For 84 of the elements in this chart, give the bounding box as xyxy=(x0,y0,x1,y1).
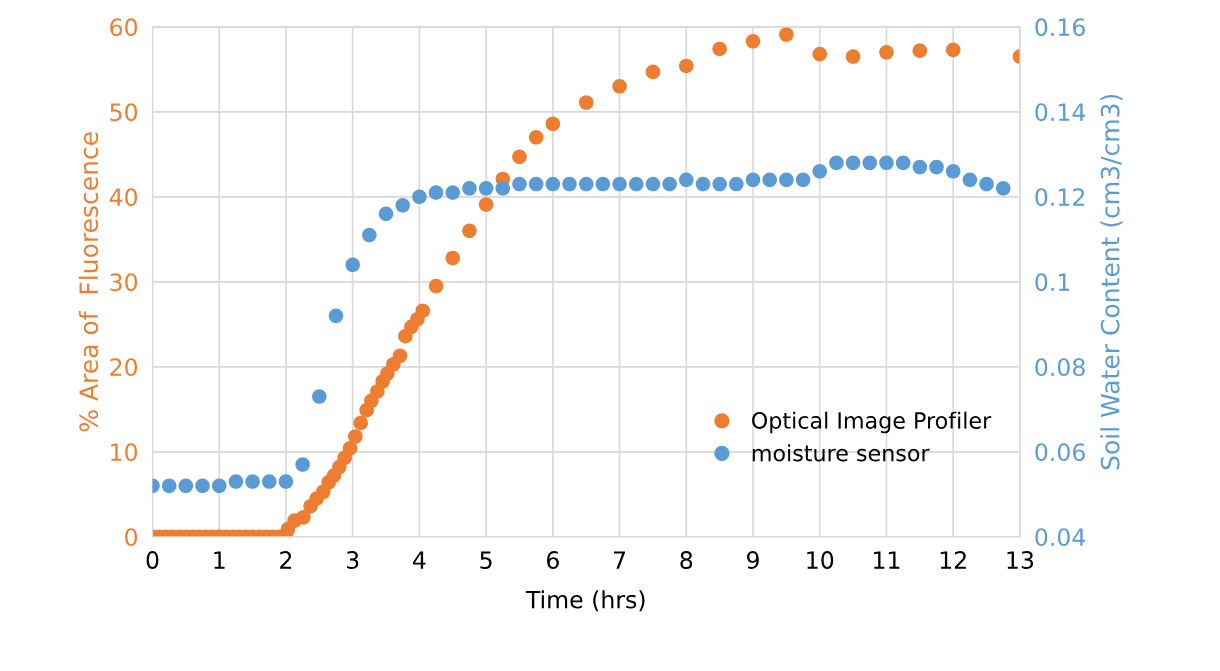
point xyxy=(729,176,744,192)
point xyxy=(595,176,611,192)
y-tick-label: 10 xyxy=(111,443,138,462)
y-tick-label: 30 xyxy=(110,273,138,292)
point xyxy=(362,227,377,243)
x-tick-label: 7 xyxy=(614,551,626,569)
x-tick-label: 0 xyxy=(146,551,159,569)
point xyxy=(278,474,294,489)
y-tick-label: 50 xyxy=(110,103,138,122)
point xyxy=(962,172,978,188)
point xyxy=(795,172,811,188)
point xyxy=(812,164,828,179)
point xyxy=(979,176,994,192)
point xyxy=(245,474,260,489)
x-tick-label: 4 xyxy=(413,551,426,569)
point xyxy=(745,172,761,188)
point xyxy=(261,474,277,489)
x-tick-label: 11 xyxy=(874,551,900,569)
point xyxy=(228,474,244,489)
point xyxy=(378,206,394,222)
point xyxy=(879,155,894,171)
point xyxy=(428,185,444,200)
x-tick-label: 6 xyxy=(546,551,559,569)
point xyxy=(695,176,711,192)
y-tick-label: 60 xyxy=(110,18,138,37)
point xyxy=(645,176,661,192)
point xyxy=(895,155,911,171)
point xyxy=(712,176,727,192)
point xyxy=(328,308,344,324)
point xyxy=(662,176,677,192)
y2-tick-label: 0.06 xyxy=(1035,443,1085,462)
point xyxy=(845,155,861,171)
x-tick-label: 3 xyxy=(346,551,359,569)
point xyxy=(762,172,777,188)
y2-tick-label: 0.1 xyxy=(1035,273,1070,292)
point xyxy=(562,176,577,192)
legend-label: moisture sensor xyxy=(752,444,930,462)
point xyxy=(478,181,494,196)
y-tick-label: 20 xyxy=(110,358,138,377)
point xyxy=(679,172,694,188)
point xyxy=(995,181,1011,196)
x-tick-label: 10 xyxy=(807,551,834,569)
point xyxy=(545,176,561,192)
y2-tick-label: 0.12 xyxy=(1035,188,1085,207)
point xyxy=(345,257,360,273)
point xyxy=(578,176,594,192)
point xyxy=(178,478,194,494)
point xyxy=(512,176,527,192)
point xyxy=(195,478,210,494)
y2-tick-label: 0.14 xyxy=(1035,103,1086,122)
point xyxy=(445,185,461,200)
point xyxy=(945,164,961,179)
point xyxy=(211,478,227,494)
x-axis-title: Time (hrs) xyxy=(525,590,645,612)
x-tick-label: 2 xyxy=(280,551,292,569)
point xyxy=(412,189,427,205)
point xyxy=(829,155,844,171)
point xyxy=(161,478,177,494)
x-tick-label: 13 xyxy=(1007,551,1034,569)
x-tick-label: 5 xyxy=(480,551,492,569)
point xyxy=(495,181,511,196)
point xyxy=(295,457,310,472)
point xyxy=(779,172,794,188)
point xyxy=(912,159,928,175)
point xyxy=(612,176,627,192)
legend-label: Optical Image Profiler xyxy=(752,411,992,434)
x-tick-label: 1 xyxy=(214,551,225,569)
x-tick-label: 8 xyxy=(680,551,693,569)
y-axis-title: % Area of Fluorescence xyxy=(78,132,99,432)
point xyxy=(395,198,410,213)
y2-axis-title: Soil Water Content (cm3/cm3) xyxy=(1100,94,1123,470)
point xyxy=(628,176,644,192)
y2-tick-label: 0.16 xyxy=(1035,18,1085,37)
point xyxy=(462,181,477,196)
point xyxy=(929,159,944,175)
y2-tick-label: 0.04 xyxy=(1035,528,1086,547)
x-tick-label: 12 xyxy=(940,551,966,569)
point xyxy=(862,155,878,171)
y-tick-label: 40 xyxy=(109,188,138,207)
point xyxy=(312,389,327,404)
y-tick-label: 0 xyxy=(125,528,138,547)
point xyxy=(528,176,544,192)
y2-tick-label: 0.08 xyxy=(1035,358,1085,377)
x-tick-label: 9 xyxy=(747,551,759,569)
